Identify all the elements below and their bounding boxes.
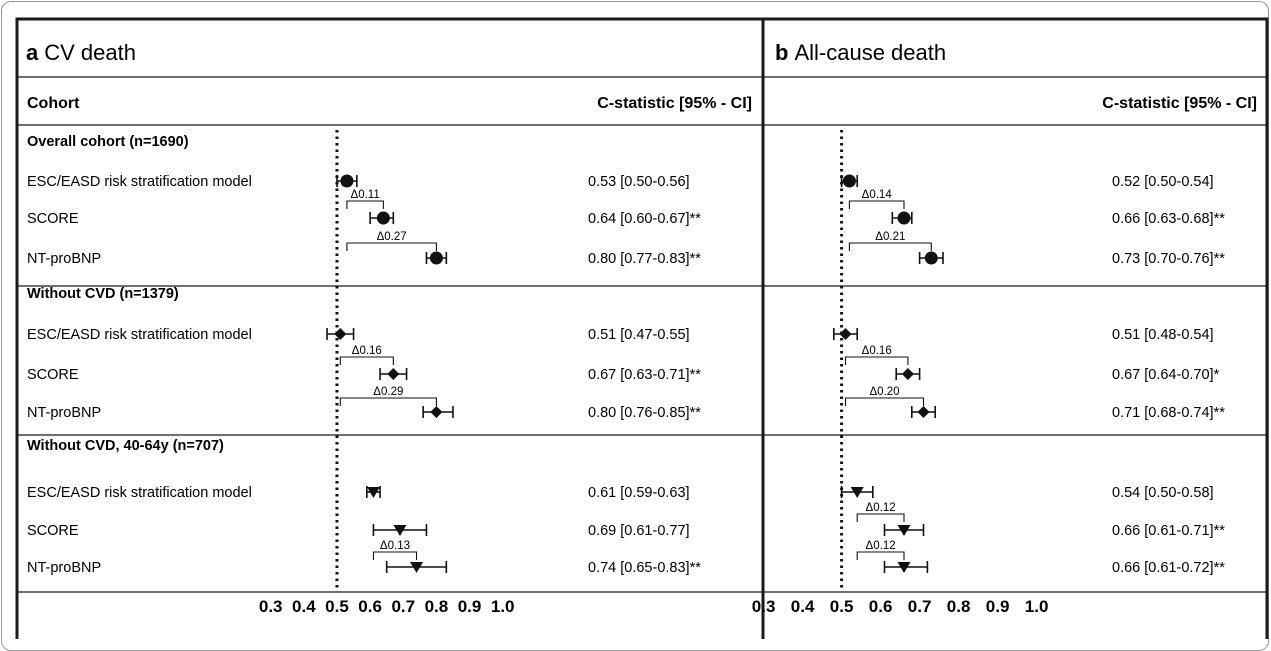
panel-b-delta-bracket bbox=[856, 551, 905, 560]
panel-b-delta-label: Δ0.16 bbox=[862, 345, 892, 357]
panel-b-point-estimate bbox=[917, 406, 930, 418]
panel-a-delta-label: Δ0.11 bbox=[351, 189, 380, 201]
panel-b-letter: b bbox=[775, 40, 788, 65]
panel-a-x-tick-label: 0.5 bbox=[325, 597, 349, 616]
panel-a-cstat-value: 0.69 [0.61-0.77] bbox=[588, 523, 690, 539]
panel-b-cstat-value: 0.66 [0.61-0.72]** bbox=[1112, 560, 1225, 576]
panel-a-row-label: SCORE bbox=[27, 211, 79, 227]
panel-a-delta-label: Δ0.27 bbox=[377, 231, 407, 243]
panel-a-row-label: NT-proBNP bbox=[27, 251, 101, 267]
panel-b-point-estimate bbox=[897, 211, 911, 225]
panel-a-delta-label: Δ0.13 bbox=[380, 540, 410, 552]
panel-b-delta-bracket bbox=[856, 513, 905, 522]
panel-b-cstat-value: 0.67 [0.64-0.70]* bbox=[1112, 367, 1220, 383]
panel-a-row-label: ESC/EASD risk stratification model bbox=[27, 485, 252, 501]
panel-a-cstat-value: 0.74 [0.65-0.83]** bbox=[588, 560, 701, 576]
panel-a-point-estimate bbox=[429, 251, 443, 265]
panel-b-point-estimate bbox=[897, 525, 911, 536]
panel-a-point-estimate bbox=[376, 211, 390, 225]
column-header-cohort: Cohort bbox=[27, 95, 80, 112]
panel-a-cstat-value: 0.53 [0.50-0.56] bbox=[588, 174, 690, 190]
panel-b-point-estimate bbox=[839, 328, 852, 340]
panel-a-point-estimate bbox=[393, 525, 407, 536]
panel-a-cstat-value: 0.61 [0.59-0.63] bbox=[588, 485, 690, 501]
panel-a-point-estimate bbox=[334, 328, 347, 340]
panel-a-cstat-value: 0.67 [0.63-0.71]** bbox=[588, 367, 701, 383]
panel-a-delta-label: Δ0.16 bbox=[352, 345, 382, 357]
panel-a-cstat-value: 0.80 [0.77-0.83]** bbox=[588, 251, 701, 267]
panel-a-delta-bracket bbox=[339, 397, 437, 406]
panel-a-delta-bracket bbox=[339, 356, 394, 365]
panel-b-point-estimate bbox=[901, 368, 914, 380]
panel-a-point-estimate bbox=[410, 562, 424, 573]
panel-b-x-tick-label: 0.9 bbox=[986, 597, 1010, 616]
panel-a-x-tick-label: 0.8 bbox=[425, 597, 449, 616]
panel-b-x-tick-label: 1.0 bbox=[1025, 597, 1049, 616]
panel-b-delta-bracket bbox=[848, 200, 905, 209]
panel-a-group-label: Without CVD (n=1379) bbox=[27, 286, 179, 302]
panel-a-row-label: NT-proBNP bbox=[27, 560, 101, 576]
panel-a-letter: a bbox=[26, 40, 39, 65]
panel-a-point-estimate bbox=[340, 174, 354, 188]
panel-a-delta-bracket bbox=[372, 551, 418, 560]
panel-a-point-estimate bbox=[366, 487, 380, 498]
panel-a-row-label: SCORE bbox=[27, 523, 79, 539]
panel-b-cstat-value: 0.71 [0.68-0.74]** bbox=[1112, 405, 1225, 421]
panel-b-cstat-value: 0.54 [0.50-0.58] bbox=[1112, 485, 1214, 501]
panel-b-point-estimate bbox=[897, 562, 911, 573]
panel-b-delta-label: Δ0.12 bbox=[866, 502, 896, 514]
panel-a-row-label: NT-proBNP bbox=[27, 405, 101, 421]
panel-b-x-tick-label: 0.4 bbox=[791, 597, 815, 616]
panel-b-cstat-value: 0.66 [0.61-0.71]** bbox=[1112, 523, 1225, 539]
panel-a-point-estimate bbox=[387, 368, 400, 380]
panel-a-title: a CV death bbox=[26, 40, 136, 65]
panel-a-column-header-cstat: C-statistic [95% - CI] bbox=[597, 95, 752, 112]
panel-a-row-label: SCORE bbox=[27, 367, 79, 383]
panel-b-x-tick-label: 0.3 bbox=[752, 597, 776, 616]
panel-a-cstat-value: 0.51 [0.47-0.55] bbox=[588, 327, 690, 343]
panel-b-cstat-value: 0.52 [0.50-0.54] bbox=[1112, 174, 1214, 190]
panel-b-delta-bracket bbox=[844, 356, 909, 365]
panel-b-delta-bracket bbox=[844, 397, 925, 406]
panel-b-x-tick-label: 0.5 bbox=[830, 597, 854, 616]
panel-b-delta-label: Δ0.21 bbox=[875, 231, 905, 243]
panel-b-delta-label: Δ0.20 bbox=[869, 386, 899, 398]
panel-b-point-estimate bbox=[924, 251, 938, 265]
panel-b-column-header-cstat: C-statistic [95% - CI] bbox=[1102, 95, 1257, 112]
panel-a-cstat-value: 0.80 [0.76-0.85]** bbox=[588, 405, 701, 421]
panel-b-cstat-value: 0.66 [0.63-0.68]** bbox=[1112, 211, 1225, 227]
panel-a-row-label: ESC/EASD risk stratification model bbox=[27, 174, 252, 190]
panel-a-x-tick-label: 0.7 bbox=[391, 597, 415, 616]
panel-b-x-tick-label: 0.7 bbox=[908, 597, 932, 616]
panel-b-title-text: All-cause death bbox=[794, 40, 946, 65]
panel-b-x-tick-label: 0.6 bbox=[869, 597, 893, 616]
panel-a-row-label: ESC/EASD risk stratification model bbox=[27, 327, 252, 343]
panel-a-delta-bracket bbox=[346, 200, 384, 209]
panel-b-point-estimate bbox=[850, 487, 864, 498]
panel-a-group-label: Overall cohort (n=1690) bbox=[27, 134, 189, 150]
panel-b-delta-label: Δ0.14 bbox=[862, 189, 893, 201]
panel-a-delta-label: Δ0.29 bbox=[373, 386, 403, 398]
panel-a-group-label: Without CVD, 40-64y (n=707) bbox=[27, 438, 224, 454]
panel-a-x-tick-label: 0.3 bbox=[259, 597, 283, 616]
panel-b-delta-bracket bbox=[848, 242, 932, 251]
panel-a-x-tick-label: 0.6 bbox=[358, 597, 382, 616]
panel-b-border bbox=[761, 17, 1269, 639]
panel-b-cstat-value: 0.51 [0.48-0.54] bbox=[1112, 327, 1214, 343]
panel-a-point-estimate bbox=[430, 406, 443, 418]
panel-a-x-tick-label: 0.9 bbox=[458, 597, 482, 616]
panel-a-x-tick-label: 0.4 bbox=[292, 597, 316, 616]
panel-a-cstat-value: 0.64 [0.60-0.67]** bbox=[588, 211, 701, 227]
panel-b-delta-label: Δ0.12 bbox=[866, 540, 896, 552]
panel-b-x-tick-label: 0.8 bbox=[947, 597, 971, 616]
panel-a-title-text: CV death bbox=[44, 40, 136, 65]
panel-a-delta-bracket bbox=[346, 242, 437, 251]
panel-b-point-estimate bbox=[842, 174, 856, 188]
panel-b-cstat-value: 0.73 [0.70-0.76]** bbox=[1112, 251, 1225, 267]
panel-a-x-tick-label: 1.0 bbox=[491, 597, 515, 616]
panel-b-title: b All-cause death bbox=[775, 40, 946, 65]
